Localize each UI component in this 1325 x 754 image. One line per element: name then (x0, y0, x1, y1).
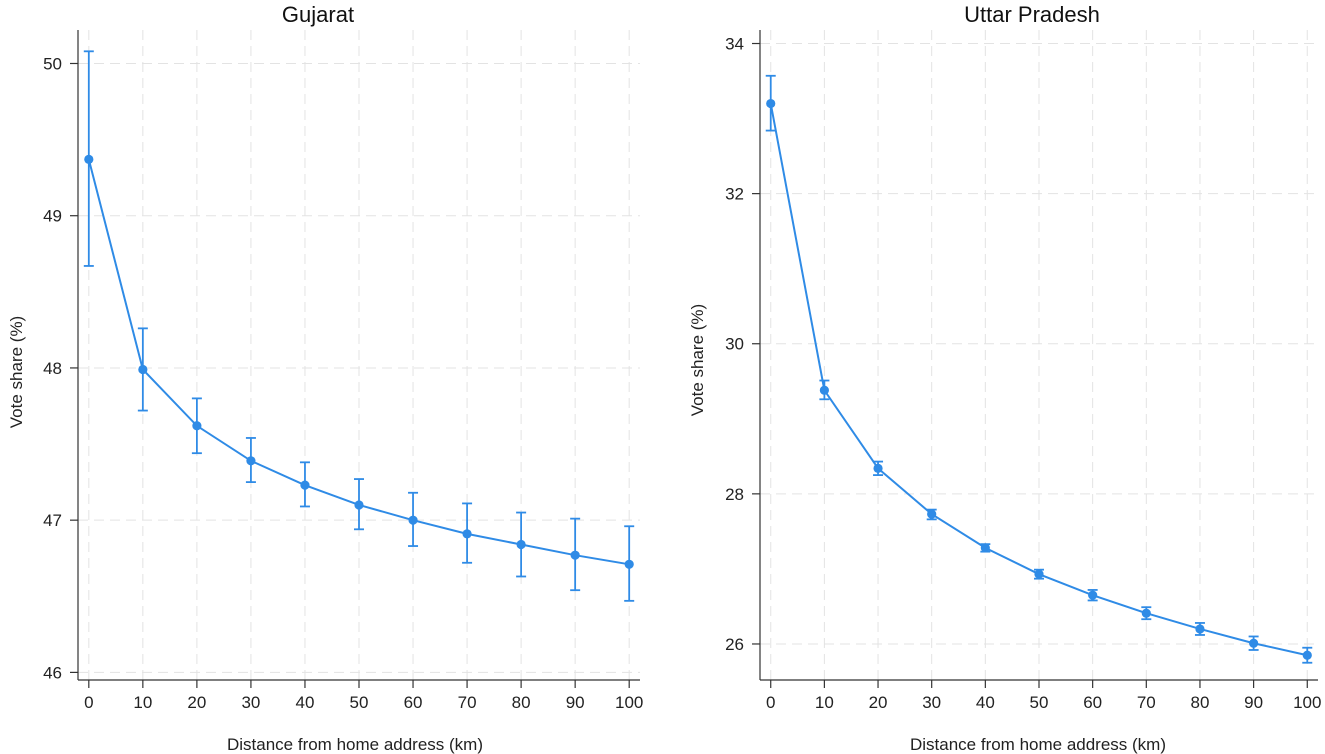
data-point (300, 480, 310, 490)
x-tick-label: 90 (1244, 693, 1263, 712)
data-point (408, 515, 418, 525)
y-tick-label: 48 (43, 359, 62, 378)
x-tick-label: 0 (766, 693, 775, 712)
data-point (462, 529, 472, 539)
x-tick-label: 70 (458, 693, 477, 712)
x-tick-label: 20 (187, 693, 206, 712)
data-point (980, 543, 990, 553)
x-tick-label: 90 (566, 693, 585, 712)
y-tick-label: 34 (725, 35, 744, 54)
y-tick-label: 32 (725, 185, 744, 204)
data-point (570, 550, 580, 560)
y-tick-label: 26 (725, 635, 744, 654)
x-tick-label: 100 (615, 693, 643, 712)
x-tick-label: 40 (296, 693, 315, 712)
x-tick-label: 30 (922, 693, 941, 712)
x-tick-label: 100 (1293, 693, 1321, 712)
x-tick-label: 80 (1191, 693, 1210, 712)
y-tick-label: 46 (43, 663, 62, 682)
data-point (1141, 608, 1151, 618)
x-tick-label: 10 (133, 693, 152, 712)
data-point (354, 500, 364, 510)
data-point (1302, 650, 1312, 660)
x-tick-label: 0 (84, 693, 93, 712)
data-point (246, 456, 256, 466)
x-axis-label: Distance from home address (km) (227, 735, 483, 754)
data-point (84, 154, 94, 164)
y-tick-label: 49 (43, 207, 62, 226)
x-tick-label: 70 (1137, 693, 1156, 712)
data-point (1088, 590, 1098, 600)
y-axis-label: Vote share (%) (688, 304, 707, 416)
data-point (1034, 569, 1044, 579)
x-tick-label: 60 (1083, 693, 1102, 712)
y-tick-label: 30 (725, 335, 744, 354)
data-point (138, 364, 148, 375)
data-point (873, 463, 883, 473)
y-tick-label: 50 (43, 54, 62, 73)
y-tick-label: 47 (43, 511, 62, 530)
data-point (624, 559, 634, 569)
y-axis-label: Vote share (%) (7, 316, 26, 428)
data-point (1195, 624, 1205, 634)
x-axis-label: Distance from home address (km) (910, 735, 1166, 754)
chart-title: Uttar Pradesh (964, 2, 1100, 27)
x-tick-label: 20 (869, 693, 888, 712)
x-tick-label: 10 (815, 693, 834, 712)
data-point (1249, 638, 1259, 648)
x-tick-label: 80 (512, 693, 531, 712)
data-point (516, 539, 526, 550)
y-tick-label: 28 (725, 485, 744, 504)
data-point (766, 98, 776, 109)
x-tick-label: 30 (241, 693, 260, 712)
x-tick-label: 60 (404, 693, 423, 712)
x-tick-label: 40 (976, 693, 995, 712)
chart-panel-2: 0 10 20 30 40 50 60 70 80 90 100 26 28 30 32 34 Uttar Pr… (688, 2, 1321, 754)
data-point (927, 509, 937, 519)
x-tick-label: 50 (350, 693, 369, 712)
chart-panel-1: 0 10 20 30 40 50 60 70 80 90 100 46 47 48 49 50 Gujarat D… (7, 2, 643, 754)
data-point (819, 385, 829, 395)
chart-title: Gujarat (282, 2, 354, 27)
data-point (192, 421, 202, 431)
x-tick-label: 50 (1030, 693, 1049, 712)
